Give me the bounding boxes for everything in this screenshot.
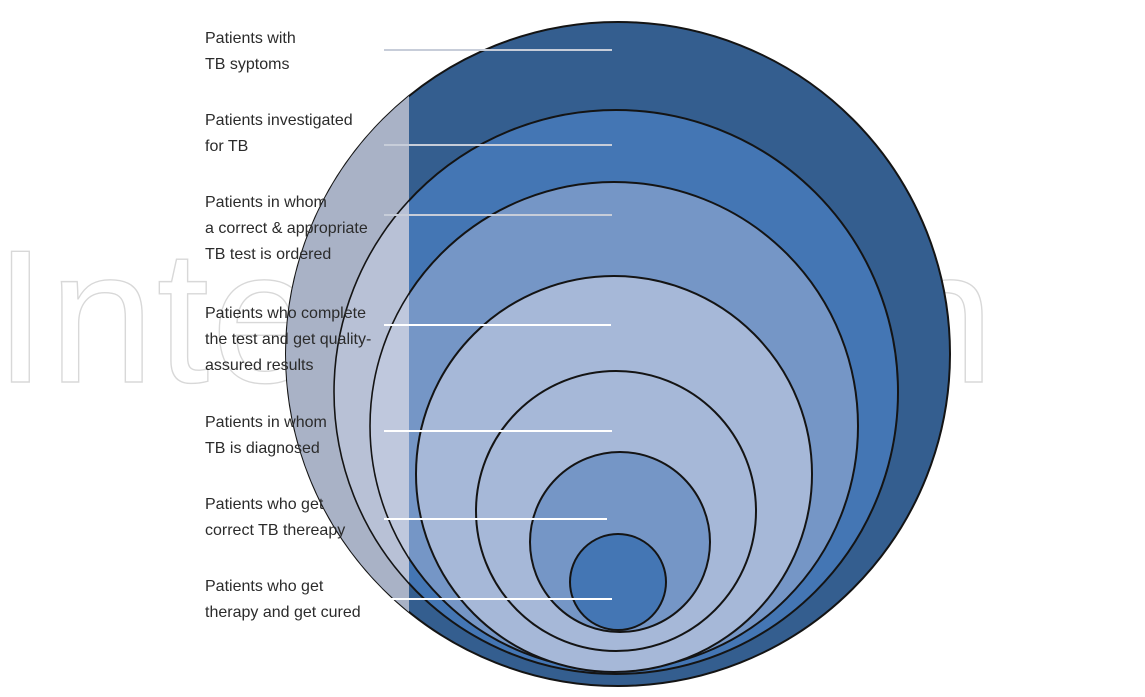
level-label-1: Patients with TB syptoms <box>205 30 296 73</box>
level-label-line: Patients who get <box>205 496 324 513</box>
level-label-line: Patients with <box>205 30 296 47</box>
level-label-7: Patients who get therapy and get cured <box>205 578 361 621</box>
level-circle-7 <box>569 533 667 631</box>
level-label-line: Patients in whom <box>205 414 327 431</box>
level-label-3: Patients in whom a correct & appropriate T… <box>205 194 368 263</box>
level-label-line: a correct & appropriate <box>205 220 368 237</box>
level-label-line: assured results <box>205 357 314 374</box>
level-label-line: correct TB thereapy <box>205 522 345 539</box>
level-label-5: Patients in whom TB is diagnosed <box>205 414 327 457</box>
level-label-line: TB is diagnosed <box>205 440 320 457</box>
level-label-line: Patients investigated <box>205 112 353 129</box>
left-overlay-band <box>286 96 409 612</box>
level-label-line: Patients who get <box>205 578 324 595</box>
nested-circles <box>285 21 951 687</box>
level-labels: Patients with TB syptoms Patients investig… <box>205 30 371 621</box>
level-label-line: therapy and get cured <box>205 604 361 621</box>
level-label-line: Patients in whom <box>205 194 327 211</box>
level-label-6: Patients who get correct TB thereapy <box>205 496 345 539</box>
level-label-line: TB syptoms <box>205 56 289 73</box>
level-label-line: the test and get quality- <box>205 331 371 348</box>
level-label-line: Patients who complete <box>205 305 366 322</box>
level-label-4: Patients who complete the test and get qu… <box>205 305 371 374</box>
level-label-line: for TB <box>205 138 248 155</box>
level-label-2: Patients investigated for TB <box>205 112 353 155</box>
level-label-line: TB test is ordered <box>205 246 331 263</box>
